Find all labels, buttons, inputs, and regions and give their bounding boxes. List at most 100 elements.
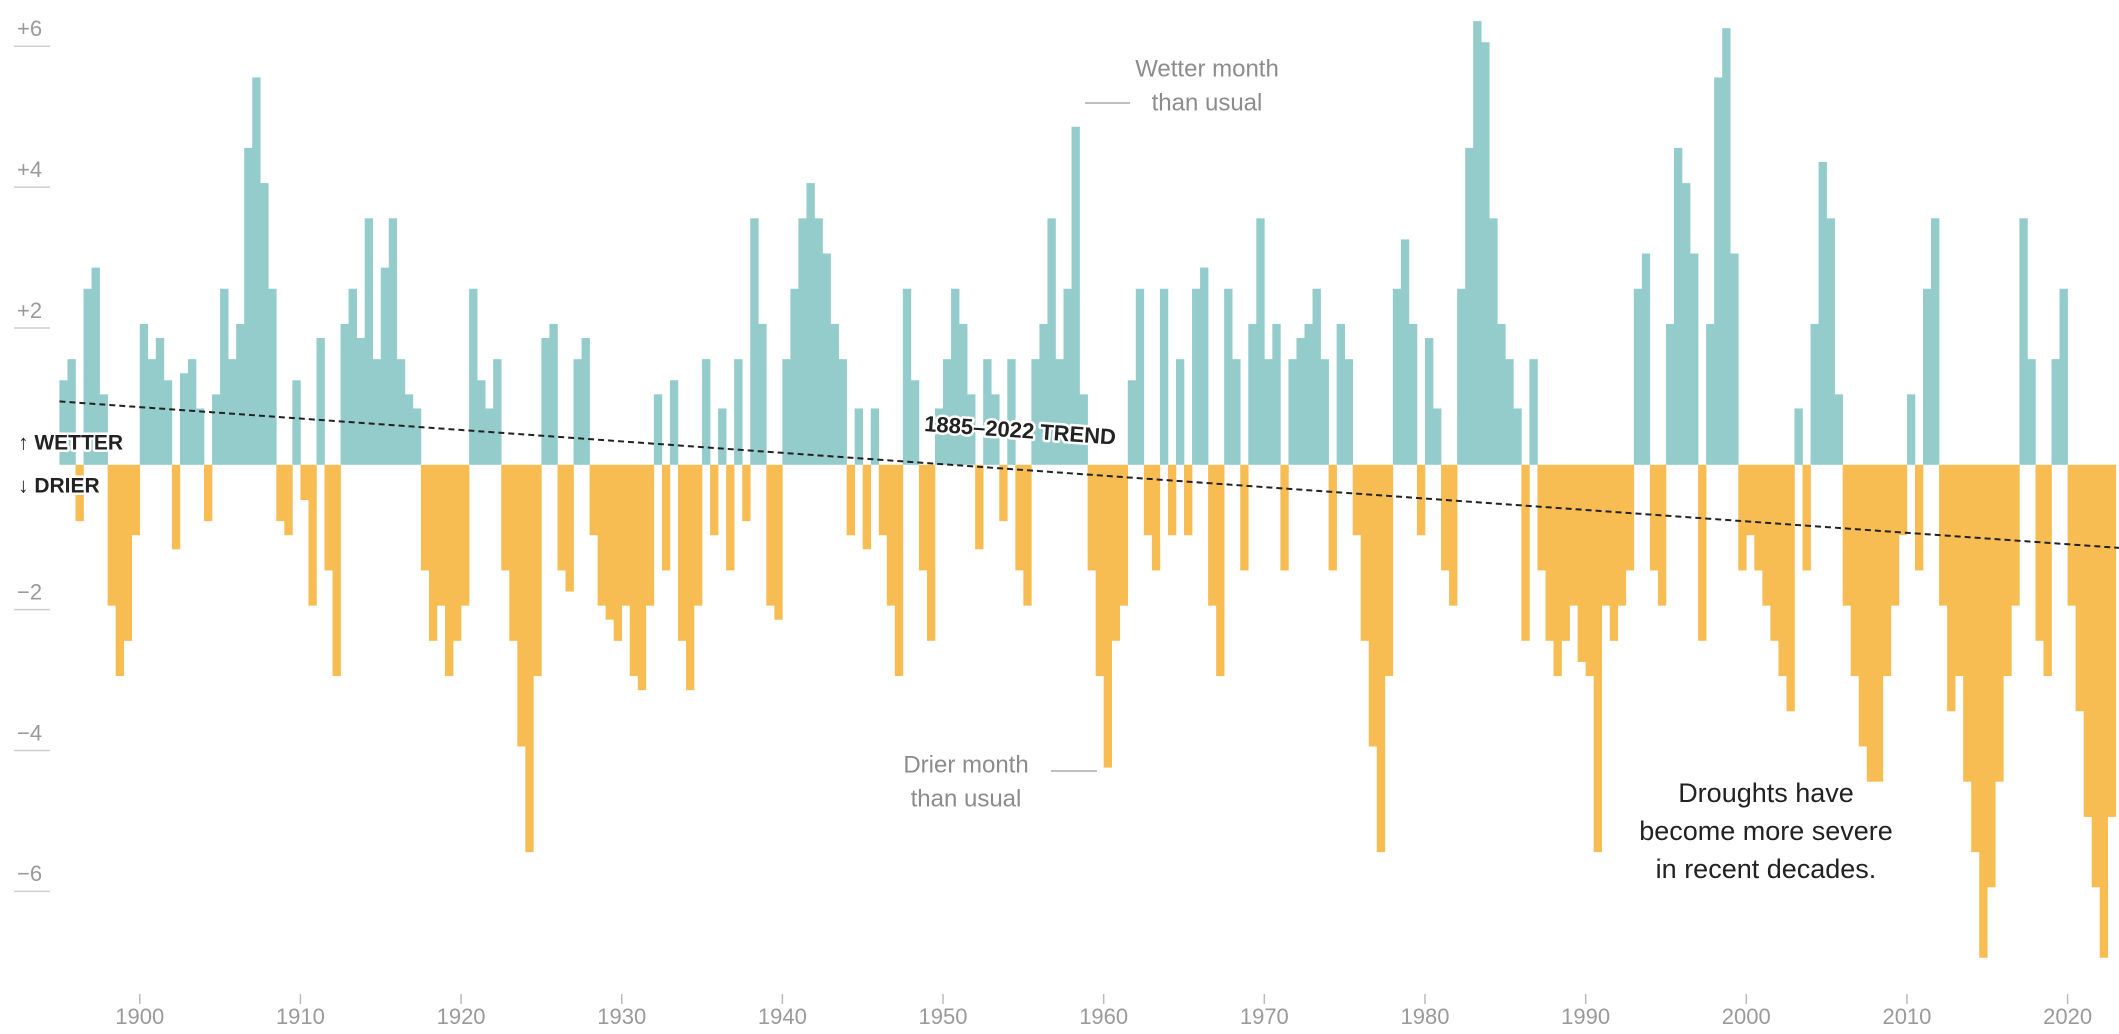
bar <box>228 359 237 465</box>
bar <box>187 359 197 465</box>
bar <box>171 464 181 550</box>
bar <box>1344 359 1353 465</box>
bar <box>1730 253 1739 465</box>
annotation: in recent decades. <box>1656 854 1877 884</box>
bar <box>806 183 815 465</box>
bar <box>1248 323 1257 465</box>
bar <box>163 380 173 465</box>
bar <box>597 464 606 606</box>
bar <box>1577 464 1586 662</box>
bar <box>324 464 333 571</box>
bar <box>685 464 695 691</box>
bar <box>983 359 992 465</box>
bar <box>453 464 462 641</box>
bar <box>589 464 598 536</box>
bar <box>653 394 663 465</box>
bar <box>1135 288 1145 465</box>
annotation: Drier month <box>903 751 1028 778</box>
bar <box>1882 464 1892 677</box>
bar <box>1007 359 1016 465</box>
bars <box>59 21 2117 958</box>
bar <box>1103 464 1113 768</box>
bar <box>2027 359 2036 465</box>
bar <box>1609 464 1619 641</box>
x-tick-label: 2010 <box>1882 1004 1931 1029</box>
x-tick-label: 1940 <box>758 1004 807 1029</box>
bar <box>838 359 847 465</box>
x-tick-label: 1930 <box>597 1004 646 1029</box>
bar <box>1400 239 1410 465</box>
bar <box>1963 464 1972 782</box>
bar <box>1617 464 1627 606</box>
bar <box>1489 218 1498 465</box>
bar <box>1192 288 1201 465</box>
bar <box>308 464 317 606</box>
x-tick-label: 1910 <box>276 1004 325 1029</box>
bar <box>613 464 623 641</box>
bar <box>605 464 614 620</box>
bar <box>469 288 478 465</box>
bar <box>59 380 68 465</box>
bar <box>364 218 374 465</box>
bar <box>123 464 133 641</box>
bar <box>115 464 125 677</box>
bar <box>894 464 904 677</box>
bar <box>878 464 888 536</box>
bar <box>541 338 550 465</box>
bar <box>750 218 759 465</box>
bar <box>1947 464 1956 712</box>
bar <box>1706 323 1715 465</box>
bar <box>1304 323 1313 465</box>
bar <box>1288 359 1297 465</box>
bar <box>1505 359 1514 465</box>
bar <box>1649 464 1659 571</box>
bar <box>854 408 864 465</box>
bar <box>822 253 831 465</box>
bar <box>1159 288 1169 465</box>
bar <box>645 464 655 606</box>
bar <box>67 359 76 465</box>
bar <box>951 288 960 465</box>
bar <box>1175 359 1185 465</box>
bar <box>1521 464 1530 641</box>
bar <box>1633 288 1643 465</box>
bar <box>1352 464 1362 536</box>
bar <box>1866 464 1876 782</box>
bar <box>404 394 414 465</box>
bar <box>436 464 446 606</box>
bar <box>734 359 743 465</box>
bar <box>260 183 269 465</box>
bar <box>1665 323 1675 465</box>
x-tick-label: 1900 <box>115 1004 164 1029</box>
bar <box>332 464 341 677</box>
bar <box>621 464 631 606</box>
bar <box>1441 464 1450 571</box>
bar <box>742 464 751 522</box>
y-tick-label: −6 <box>17 861 42 886</box>
bar <box>316 338 325 465</box>
bar <box>1296 338 1305 465</box>
bar <box>91 267 100 465</box>
bar <box>1079 394 1088 465</box>
bar <box>1673 147 1683 465</box>
bar <box>1280 464 1289 571</box>
bar <box>380 267 390 465</box>
bar <box>1987 464 1996 888</box>
bar <box>926 464 936 641</box>
bar <box>1923 288 1932 465</box>
bar <box>814 218 823 465</box>
bar <box>276 464 285 522</box>
bar <box>1786 464 1795 712</box>
bar <box>975 464 984 550</box>
bar <box>1200 267 1209 465</box>
y-tick-label: −4 <box>17 720 42 745</box>
bar <box>2099 464 2109 958</box>
bar <box>1601 464 1611 606</box>
bar <box>412 408 422 465</box>
bar <box>782 359 791 465</box>
bar <box>1376 464 1386 853</box>
bar <box>694 464 703 606</box>
x-tick-label: 1970 <box>1240 1004 1289 1029</box>
bar <box>461 464 470 606</box>
